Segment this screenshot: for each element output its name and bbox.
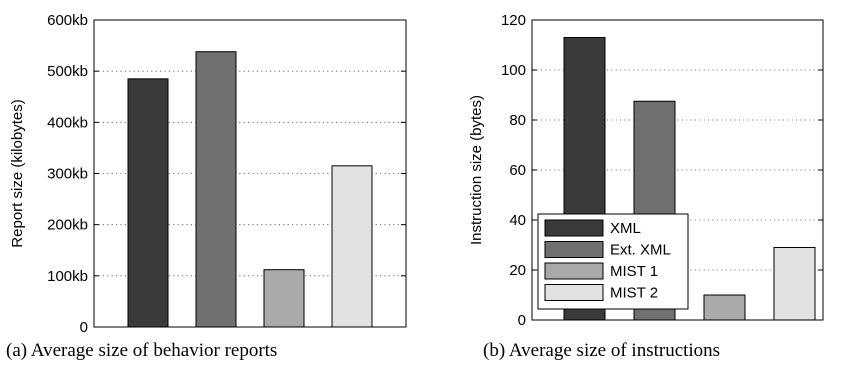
- bar-xml: [127, 78, 169, 328]
- y-tick-label: 20: [509, 262, 526, 279]
- legend-swatch: [544, 284, 604, 301]
- y-tick-label: 500kb: [47, 63, 88, 80]
- caption-instruction-size: (b) Average size of instructions: [483, 340, 721, 361]
- chart-report-size: 0 100kb 200kb 300kb 400kb 500kb 600kb Report si…: [9, 12, 407, 336]
- y-tick-label: 80: [509, 112, 526, 129]
- legend-label: MIST 2: [610, 285, 658, 302]
- bar-ext-xml: [195, 51, 237, 328]
- legend-swatch: [544, 262, 604, 280]
- legend-label: MIST 1: [610, 263, 658, 280]
- y-tick-label: 300kb: [47, 166, 88, 183]
- bar-mist-2: [331, 165, 373, 328]
- legend-label: Ext. XML: [610, 242, 671, 259]
- y-tick-label: 600kb: [47, 12, 88, 29]
- y-tick-label: 200kb: [47, 217, 88, 234]
- y-tick-label: 60: [509, 162, 526, 179]
- y-tick-label: 0: [80, 319, 88, 336]
- y-axis-label: Report size (kilobytes): [9, 99, 26, 247]
- legend-swatch: [544, 241, 604, 258]
- y-tick-label: 40: [509, 212, 526, 229]
- bar-mist-1: [703, 294, 746, 321]
- chart-instruction-size: 0 20 40 60 80 100 120 Instruction size (bytes) X…: [468, 12, 824, 329]
- y-tick-label: 100: [501, 62, 526, 79]
- legend-label: XML: [610, 220, 641, 237]
- y-tick-label: 400kb: [47, 114, 88, 131]
- y-axis-label: Instruction size (bytes): [468, 95, 485, 245]
- bar-mist-2: [773, 247, 816, 321]
- y-tick-label: 0: [518, 312, 526, 329]
- caption-report-size: (a) Average size of behavior reports: [6, 340, 278, 361]
- legend-swatch: [544, 219, 604, 237]
- bar-mist-1: [263, 269, 305, 328]
- y-tick-label: 100kb: [47, 268, 88, 285]
- y-tick-label: 120: [501, 12, 526, 29]
